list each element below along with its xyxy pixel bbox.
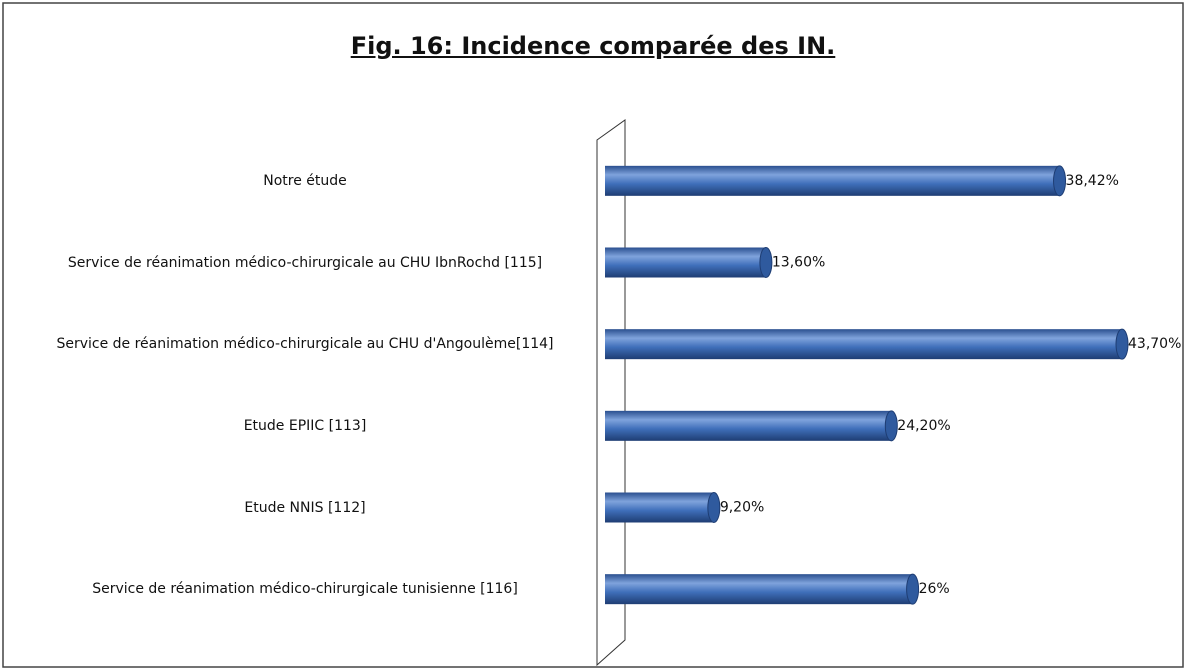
bar: [605, 410, 892, 441]
chart-title: Fig. 16: Incidence comparée des IN.: [350, 32, 836, 60]
value-label: 13,60%: [772, 255, 825, 271]
category-label: Service de réanimation médico-chirurgica…: [67, 254, 543, 271]
bar: [605, 165, 1060, 196]
bar-cap: [906, 573, 920, 605]
category-label: Etude EPIIC [113]: [243, 417, 367, 434]
value-label: 26%: [919, 581, 950, 597]
category-label: Etude NNIS [112]: [244, 499, 366, 516]
category-label: Notre étude: [263, 172, 347, 189]
bar-cap: [884, 410, 898, 442]
bar-cap: [1053, 165, 1067, 197]
bar: [605, 574, 913, 605]
plot-wall: [596, 119, 626, 667]
bar: [605, 492, 714, 523]
value-label: 24,20%: [897, 418, 950, 434]
bar-cap: [759, 247, 773, 278]
bar: [605, 329, 1122, 360]
value-label: 38,42%: [1066, 173, 1119, 189]
category-label: Service de réanimation médico-chirurgica…: [92, 581, 518, 598]
bar: [605, 247, 766, 278]
category-label: Service de réanimation médico-chirurgica…: [56, 336, 554, 353]
bar-cap: [707, 492, 721, 523]
bar-cap: [1115, 328, 1129, 360]
value-label: 43,70%: [1128, 336, 1181, 352]
value-label: 9,20%: [720, 500, 764, 516]
